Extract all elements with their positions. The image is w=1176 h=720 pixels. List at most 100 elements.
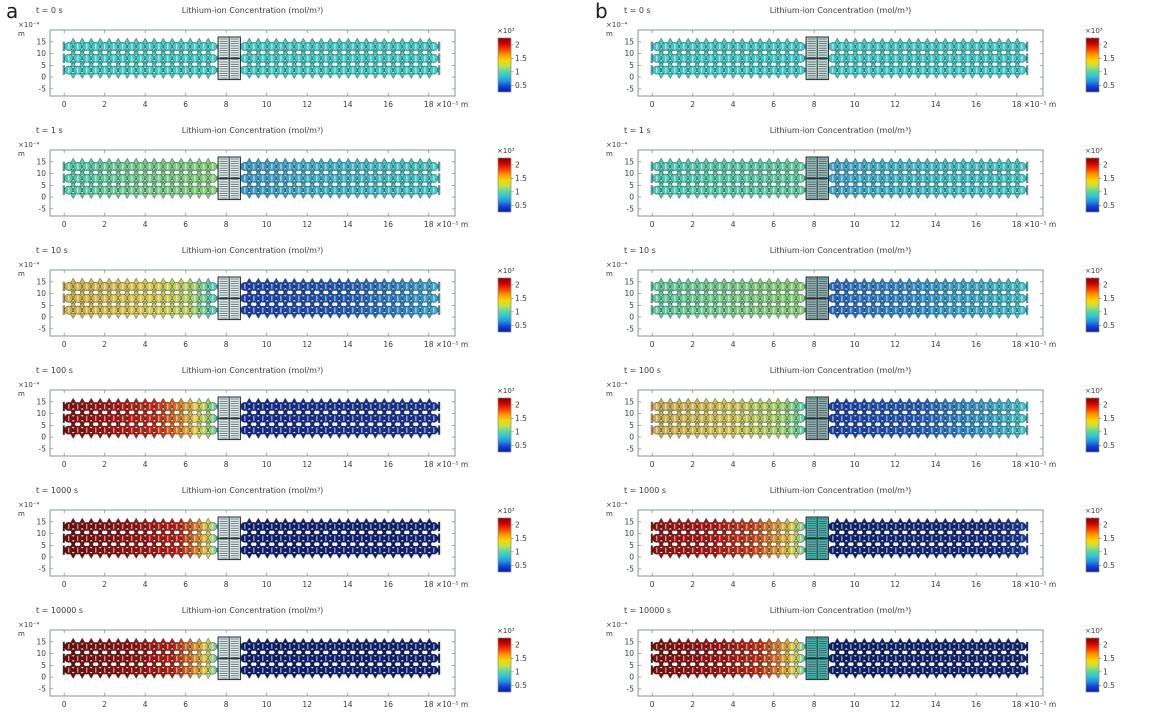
svg-text:5: 5: [41, 301, 46, 310]
time-label: t = 10 s: [624, 246, 656, 255]
electrode-cathode: [238, 637, 441, 679]
colorbar-tick-label: 1: [1103, 667, 1108, 676]
svg-text:15: 15: [36, 277, 46, 286]
time-label: t = 1 s: [36, 126, 63, 135]
electrode-cathode: [238, 397, 441, 439]
panel-a-t1: t = 1 s Lithium-ion Concentration (mol/m³…: [18, 126, 527, 229]
svg-text:18: 18: [424, 340, 434, 349]
svg-text:4: 4: [143, 700, 148, 709]
svg-text:4: 4: [731, 340, 736, 349]
y-axis-unit: ×10⁻⁴: [606, 381, 627, 389]
plot-title: Lithium-ion Concentration (mol/m³): [770, 246, 912, 255]
colorbar-exponent: ×10³: [1085, 267, 1103, 275]
colorbar-tick-label: 2: [515, 280, 520, 289]
svg-text:15: 15: [36, 637, 46, 646]
svg-text:6: 6: [771, 340, 776, 349]
plot-frame: [49, 389, 456, 457]
colorbar-tick-label: 2: [515, 40, 520, 49]
svg-text:8: 8: [812, 340, 817, 349]
time-label: t = 100 s: [36, 366, 73, 375]
plot-frame: [49, 269, 456, 337]
svg-text:12: 12: [302, 700, 312, 709]
svg-text:2: 2: [102, 340, 107, 349]
svg-text:10: 10: [36, 649, 46, 658]
colorbar-exponent: ×10³: [497, 27, 515, 35]
svg-text:0: 0: [629, 73, 634, 82]
y-axis-unit-m: m: [18, 30, 25, 38]
svg-text:14: 14: [931, 220, 941, 229]
svg-text:0: 0: [62, 700, 67, 709]
separator-block: [805, 516, 829, 561]
svg-text:10: 10: [262, 100, 272, 109]
time-label: t = 1000 s: [624, 486, 666, 495]
svg-text:6: 6: [183, 340, 188, 349]
electrode-anode: [62, 637, 220, 679]
svg-text:8: 8: [224, 700, 229, 709]
colorbar-tick-label: 1: [1103, 547, 1108, 556]
plot-title: Lithium-ion Concentration (mol/m³): [182, 606, 324, 615]
plot-frame: [49, 149, 456, 217]
svg-text:14: 14: [343, 100, 353, 109]
panel-b-t4: t = 1000 s Lithium-ion Concentration (mol…: [606, 486, 1115, 589]
svg-text:4: 4: [143, 100, 148, 109]
plot-title: Lithium-ion Concentration (mol/m³): [182, 486, 324, 495]
y-axis-unit: ×10⁻⁴: [18, 381, 39, 389]
y-axis-unit-m: m: [606, 30, 613, 38]
panel-b-t3: t = 100 s Lithium-ion Concentration (mol/…: [606, 366, 1115, 469]
separator-block: [217, 396, 241, 441]
electrode-anode: [650, 277, 808, 319]
svg-text:16: 16: [383, 220, 393, 229]
plot-title: Lithium-ion Concentration (mol/m³): [182, 366, 324, 375]
colorbar-exponent: ×10³: [1085, 387, 1103, 395]
plot-title: Lithium-ion Concentration (mol/m³): [770, 366, 912, 375]
separator-block: [217, 636, 241, 681]
separator-block: [217, 516, 241, 561]
svg-text:18: 18: [424, 220, 434, 229]
colorbar-tick-label: 1.5: [1103, 414, 1115, 423]
separator-block: [805, 396, 829, 441]
plot-frame: [637, 269, 1044, 337]
panel-b-t0: t = 0 s Lithium-ion Concentration (mol/m³…: [606, 6, 1115, 109]
svg-text:0: 0: [62, 220, 67, 229]
colorbar-tick-label: 2: [1103, 280, 1108, 289]
svg-text:10: 10: [624, 169, 634, 178]
colorbar-exponent: ×10³: [497, 627, 515, 635]
svg-text:4: 4: [731, 220, 736, 229]
colorbar-tick-label: 2: [515, 160, 520, 169]
y-axis-unit-m: m: [18, 510, 25, 518]
svg-text:0: 0: [62, 100, 67, 109]
y-axis-unit: ×10⁻⁴: [606, 501, 627, 509]
svg-text:2: 2: [690, 220, 695, 229]
svg-text:6: 6: [183, 460, 188, 469]
svg-text:0: 0: [41, 73, 46, 82]
plot-frame: [637, 389, 1044, 457]
svg-text:-5: -5: [39, 84, 47, 93]
svg-text:-5: -5: [627, 84, 635, 93]
svg-text:0: 0: [62, 460, 67, 469]
svg-text:2: 2: [102, 700, 107, 709]
electrode-anode: [62, 277, 220, 319]
svg-text:2: 2: [102, 100, 107, 109]
colorbar-tick-label: 2: [1103, 640, 1108, 649]
svg-text:2: 2: [690, 340, 695, 349]
svg-text:10: 10: [624, 49, 634, 58]
panel-a-t2: t = 10 s Lithium-ion Concentration (mol/m…: [18, 246, 527, 349]
plot-frame: [49, 629, 456, 697]
svg-text:15: 15: [36, 517, 46, 526]
y-axis-unit: ×10⁻⁴: [18, 621, 39, 629]
